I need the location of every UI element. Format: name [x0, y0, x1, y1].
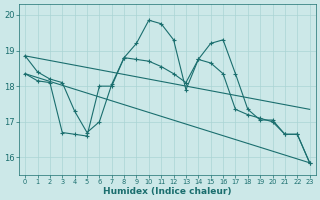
X-axis label: Humidex (Indice chaleur): Humidex (Indice chaleur) [103, 187, 232, 196]
